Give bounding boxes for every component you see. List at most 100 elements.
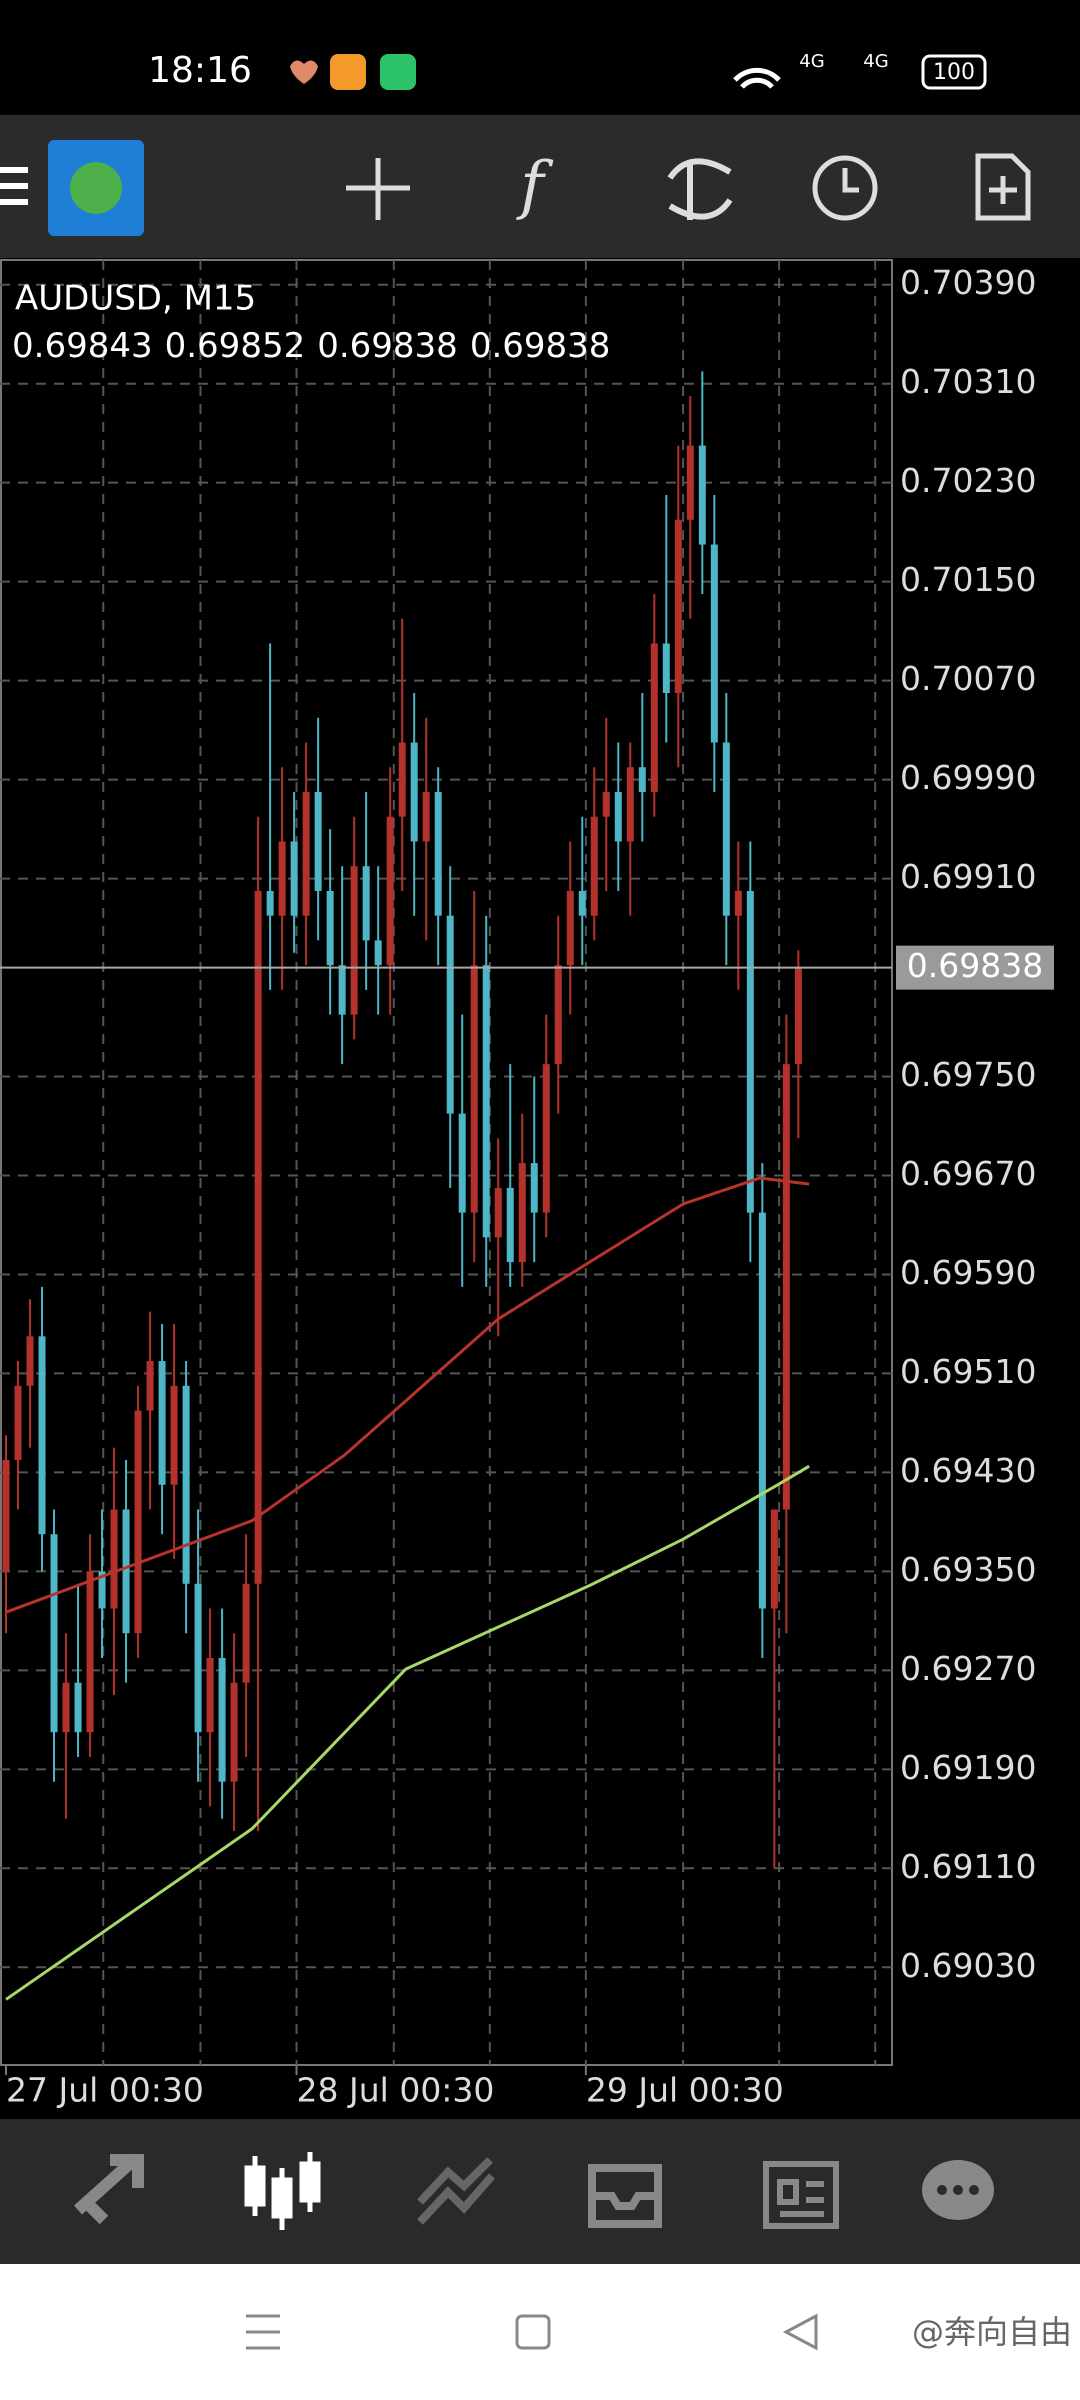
clock: 18:16 bbox=[148, 50, 252, 91]
candle-body bbox=[602, 791, 610, 817]
news-tab[interactable] bbox=[763, 2161, 839, 2229]
candle-body bbox=[566, 890, 574, 966]
quotes-tab[interactable] bbox=[73, 2153, 144, 2225]
candle-body bbox=[506, 1187, 514, 1263]
trade-button[interactable] bbox=[667, 158, 733, 220]
candle-body bbox=[158, 1361, 166, 1485]
tab-icon-part bbox=[937, 2185, 947, 2195]
candle-body bbox=[2, 1460, 10, 1572]
candle-body bbox=[206, 1657, 214, 1733]
candle-body bbox=[50, 1534, 58, 1733]
quote-value: 0.69852 bbox=[165, 326, 306, 366]
app-logo-mark bbox=[70, 162, 122, 214]
y-tick-label: 0.69190 bbox=[900, 1748, 1036, 1787]
moving-average bbox=[5, 1464, 810, 2001]
home-key[interactable] bbox=[515, 2314, 551, 2350]
crosshair-button[interactable] bbox=[346, 158, 410, 220]
candle-body bbox=[554, 965, 562, 1065]
candle-body bbox=[410, 742, 418, 842]
candle-body bbox=[446, 915, 454, 1114]
candle-body bbox=[182, 1385, 190, 1584]
candle-body bbox=[350, 866, 358, 1015]
candle-body bbox=[542, 1064, 550, 1213]
candle-body bbox=[398, 742, 406, 817]
y-tick-label: 0.69910 bbox=[900, 857, 1036, 896]
candle-body bbox=[266, 890, 274, 916]
y-tick-label: 0.70310 bbox=[900, 362, 1036, 401]
battery-level: 100 bbox=[933, 60, 975, 85]
trade-tab[interactable] bbox=[417, 2157, 496, 2225]
y-tick-label: 0.70150 bbox=[900, 560, 1036, 599]
candle-body bbox=[518, 1163, 526, 1263]
y-tick-label: 0.69430 bbox=[900, 1451, 1036, 1490]
candle-body bbox=[146, 1361, 154, 1411]
app-icon bbox=[330, 54, 366, 90]
current-price-label: 0.69838 bbox=[907, 946, 1043, 985]
candle-body bbox=[794, 967, 802, 1065]
chart-tab[interactable] bbox=[244, 2152, 321, 2230]
candle-body bbox=[98, 1571, 106, 1609]
chart: 0.70390 0.70310 0.70230 0.70150 0.70070 0.699… bbox=[0, 259, 1054, 2110]
y-tick-label: 0.69750 bbox=[900, 1055, 1036, 1094]
candle-body bbox=[302, 791, 310, 916]
candle-body bbox=[650, 643, 658, 792]
x-tick-label: 27 Jul 00:30 bbox=[6, 2071, 204, 2110]
menu-button[interactable] bbox=[0, 167, 28, 205]
y-tick-label: 0.70390 bbox=[900, 263, 1036, 302]
battery-icon bbox=[921, 54, 987, 90]
candle-body bbox=[62, 1682, 70, 1733]
candle-body bbox=[26, 1336, 34, 1386]
candle-body bbox=[638, 767, 646, 792]
period-button[interactable] bbox=[812, 155, 878, 221]
candle-body bbox=[338, 965, 346, 1015]
candle-body bbox=[674, 519, 682, 694]
y-tick-label: 0.69030 bbox=[900, 1946, 1036, 1985]
period-hand bbox=[842, 168, 859, 193]
candle-body bbox=[590, 816, 598, 916]
candle-body bbox=[662, 643, 670, 694]
status-bar bbox=[0, 0, 1080, 115]
candle-body bbox=[734, 890, 742, 916]
y-tick-label: 0.69110 bbox=[900, 1847, 1036, 1886]
back-key[interactable] bbox=[782, 2313, 818, 2351]
wifi-icon bbox=[733, 67, 781, 89]
candle-body bbox=[710, 544, 718, 743]
moving-average bbox=[5, 1176, 810, 1614]
quote-line: 0.69843 0.69852 0.69838 0.69838 bbox=[12, 326, 610, 366]
candle-body bbox=[386, 816, 394, 966]
plot-area bbox=[0, 259, 893, 2066]
candle-body bbox=[422, 791, 430, 842]
candle-body bbox=[626, 767, 634, 842]
candle-body bbox=[134, 1410, 142, 1634]
x-tick-label: 29 Jul 00:30 bbox=[586, 2071, 784, 2110]
history-tab[interactable] bbox=[588, 2164, 662, 2228]
candle-body bbox=[122, 1509, 130, 1634]
candle-body bbox=[86, 1571, 94, 1733]
new-order-button[interactable] bbox=[975, 153, 1031, 221]
candle-body bbox=[362, 866, 370, 941]
symbol-title: AUDUSD, M15 bbox=[15, 279, 256, 319]
x-tick-label: 28 Jul 00:30 bbox=[297, 2071, 495, 2110]
candle-body bbox=[170, 1385, 178, 1485]
candle-body bbox=[458, 1113, 466, 1213]
y-tick-label: 0.69270 bbox=[900, 1649, 1036, 1688]
candle-body bbox=[770, 1509, 778, 1609]
y-tick-label: 0.69510 bbox=[900, 1352, 1036, 1391]
health-icon bbox=[290, 60, 318, 84]
candle-body bbox=[686, 445, 694, 520]
candle-body bbox=[746, 890, 754, 1213]
candle-body bbox=[470, 965, 478, 1213]
candle-body bbox=[314, 791, 322, 891]
candle-body bbox=[698, 445, 706, 545]
candle-body bbox=[254, 890, 262, 1584]
system-nav bbox=[0, 2264, 1080, 2400]
candle-body bbox=[782, 1064, 790, 1510]
candle-body bbox=[758, 1212, 766, 1609]
menu-key[interactable] bbox=[246, 2314, 280, 2350]
y-tick-label: 0.69590 bbox=[900, 1253, 1036, 1292]
candle-body bbox=[110, 1509, 118, 1609]
candle-body bbox=[530, 1163, 538, 1213]
y-tick-label: 0.70230 bbox=[900, 461, 1036, 500]
